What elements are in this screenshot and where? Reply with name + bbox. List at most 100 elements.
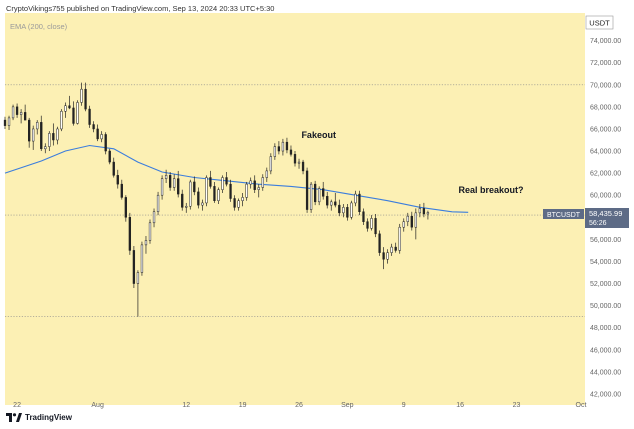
candle-body xyxy=(418,208,422,214)
candle-body xyxy=(225,177,228,185)
candle-body xyxy=(305,170,309,210)
currency-label: USDT xyxy=(589,19,610,28)
brand-label: TradingView xyxy=(25,413,72,422)
x-tick-label: 22 xyxy=(13,402,21,409)
candle-body xyxy=(116,175,119,185)
candle-body xyxy=(273,146,277,157)
symbol-box xyxy=(543,209,584,219)
candle-body xyxy=(197,191,200,206)
x-tick-label: Sep xyxy=(341,402,354,409)
candle-body xyxy=(88,108,91,125)
candle-body xyxy=(124,197,127,218)
candle-body xyxy=(68,105,71,109)
candle-body xyxy=(233,198,236,208)
candle-body xyxy=(15,106,19,115)
candle-body xyxy=(52,133,55,141)
candle-body xyxy=(354,193,357,204)
candle-body xyxy=(322,188,325,197)
candle-body xyxy=(84,88,87,110)
candle-body xyxy=(241,197,244,201)
candle-body xyxy=(382,252,385,260)
publisher-header: CryptoVikings755 published on TradingVie… xyxy=(6,4,275,13)
x-tick-label: 26 xyxy=(295,402,303,409)
x-axis: 22 Aug 12 19 26 Sep 9 16 23 Oct xyxy=(13,402,586,409)
x-tick-label: Oct xyxy=(576,402,587,409)
candle-body xyxy=(168,175,172,188)
y-tick-label: 68,000.00 xyxy=(590,104,621,111)
candle-body xyxy=(44,146,47,150)
y-tick-label: 62,000.00 xyxy=(590,171,621,178)
candle-body xyxy=(249,180,252,185)
candle-body xyxy=(346,207,349,218)
candle-body xyxy=(156,194,160,213)
candle-body xyxy=(330,201,333,206)
y-tick-label: 72,000.00 xyxy=(590,60,621,67)
x-tick-label: 12 xyxy=(182,402,190,409)
symbol-label: BTCUSDT xyxy=(547,212,581,219)
y-tick-label: 56,000.00 xyxy=(590,237,621,244)
candle-body xyxy=(3,119,7,126)
candle-body xyxy=(112,161,115,176)
candle-body xyxy=(160,178,164,196)
candle-body xyxy=(201,202,204,206)
y-tick-label: 48,000.00 xyxy=(590,325,621,332)
candle-body xyxy=(245,183,248,198)
candle-body xyxy=(398,226,401,251)
candle-body xyxy=(140,244,144,273)
candle-body xyxy=(326,196,329,206)
candle-body xyxy=(23,112,27,121)
candle-body xyxy=(152,211,156,224)
candle-body xyxy=(36,122,39,130)
candle-body xyxy=(164,175,168,179)
x-tick-label: Aug xyxy=(91,402,104,409)
x-tick-label: 16 xyxy=(456,402,464,409)
candle-body xyxy=(378,233,381,253)
candle-body xyxy=(7,117,11,126)
candle-body xyxy=(289,149,293,155)
candle-body xyxy=(237,200,240,208)
candle-body xyxy=(104,134,107,152)
candle-body xyxy=(148,222,152,241)
annotation-label: Real breakout? xyxy=(459,185,524,195)
candle-body xyxy=(362,211,365,222)
y-tick-label: 64,000.00 xyxy=(590,149,621,156)
y-tick-label: 54,000.00 xyxy=(590,259,621,266)
y-tick-label: 50,000.00 xyxy=(590,303,621,310)
candle-body xyxy=(72,107,75,124)
candle-body xyxy=(76,102,79,124)
x-tick-label: 19 xyxy=(239,402,247,409)
candle-body xyxy=(181,193,184,208)
candle-body xyxy=(128,217,132,251)
candle-body xyxy=(297,161,301,164)
candle-body xyxy=(48,133,51,147)
candle-body xyxy=(205,177,208,204)
price-tag: BTCUSDT 58,435.99 56:26 xyxy=(543,208,629,228)
candle-body xyxy=(309,183,313,210)
candle-body xyxy=(257,187,260,190)
candle-body xyxy=(189,181,192,207)
candle-body xyxy=(173,178,176,188)
footer-brand[interactable]: TradingView xyxy=(6,413,72,422)
candle-body xyxy=(32,128,35,142)
countdown-label: 56:26 xyxy=(589,220,607,227)
candle-body xyxy=(92,124,95,130)
indicator-label: EMA (200, close) xyxy=(10,22,68,31)
y-tick-label: 74,000.00 xyxy=(590,38,621,45)
candle-body xyxy=(410,215,413,228)
annotations: Fakeout Real breakout? xyxy=(301,130,523,195)
current-price-label: 58,435.99 xyxy=(589,209,622,218)
candle-body xyxy=(390,246,393,253)
candle-body xyxy=(209,177,212,187)
candle-body xyxy=(132,250,136,284)
candle-body xyxy=(370,218,373,229)
candle-body xyxy=(96,128,99,140)
y-tick-label: 42,000.00 xyxy=(590,391,621,398)
candle-body xyxy=(281,141,285,152)
candle-body xyxy=(11,106,15,119)
candle-body xyxy=(177,178,180,195)
candle-body xyxy=(406,215,409,222)
candle-body xyxy=(318,188,321,203)
y-tick-label: 60,000.00 xyxy=(590,193,621,200)
candle-body xyxy=(358,193,361,213)
